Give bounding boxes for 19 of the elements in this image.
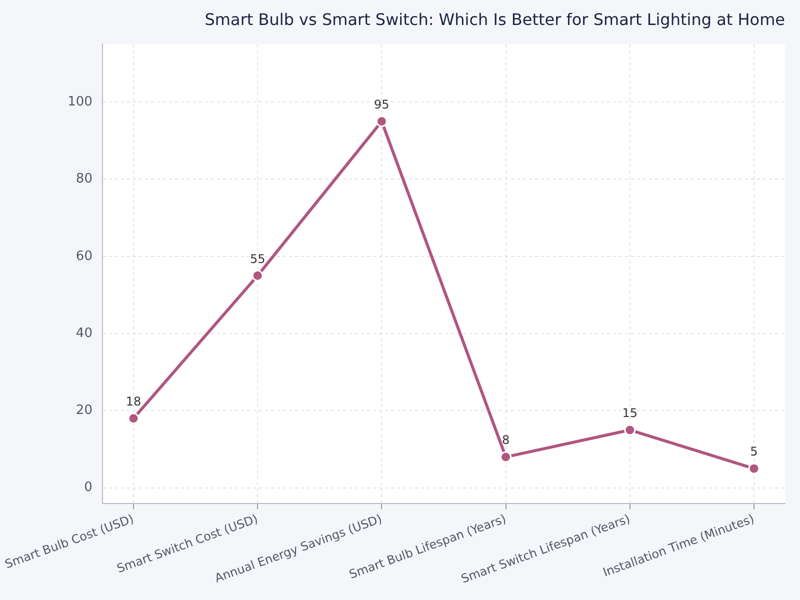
data-label: 18 [126,394,142,409]
y-tick-label: 60 [76,248,92,264]
point [748,462,760,474]
y-tick-label: 80 [76,172,92,187]
point [624,424,636,436]
chart-title: Smart Bulb vs Smart Switch: Which Is Better for Smart Lighting at Home [204,10,785,29]
data-label: 95 [374,97,390,112]
data-label: 8 [502,433,510,448]
point [128,412,140,424]
data-label: 55 [250,252,266,266]
y-tick-label: 20 [76,403,92,418]
y-tick-label: 100 [68,94,92,110]
y-tick-label: 0 [84,480,92,496]
y-tick-label: 40 [76,326,92,341]
point [252,270,264,282]
data-label: 15 [622,406,638,420]
point [500,451,512,463]
point [376,116,388,128]
data-label: 5 [750,444,758,459]
